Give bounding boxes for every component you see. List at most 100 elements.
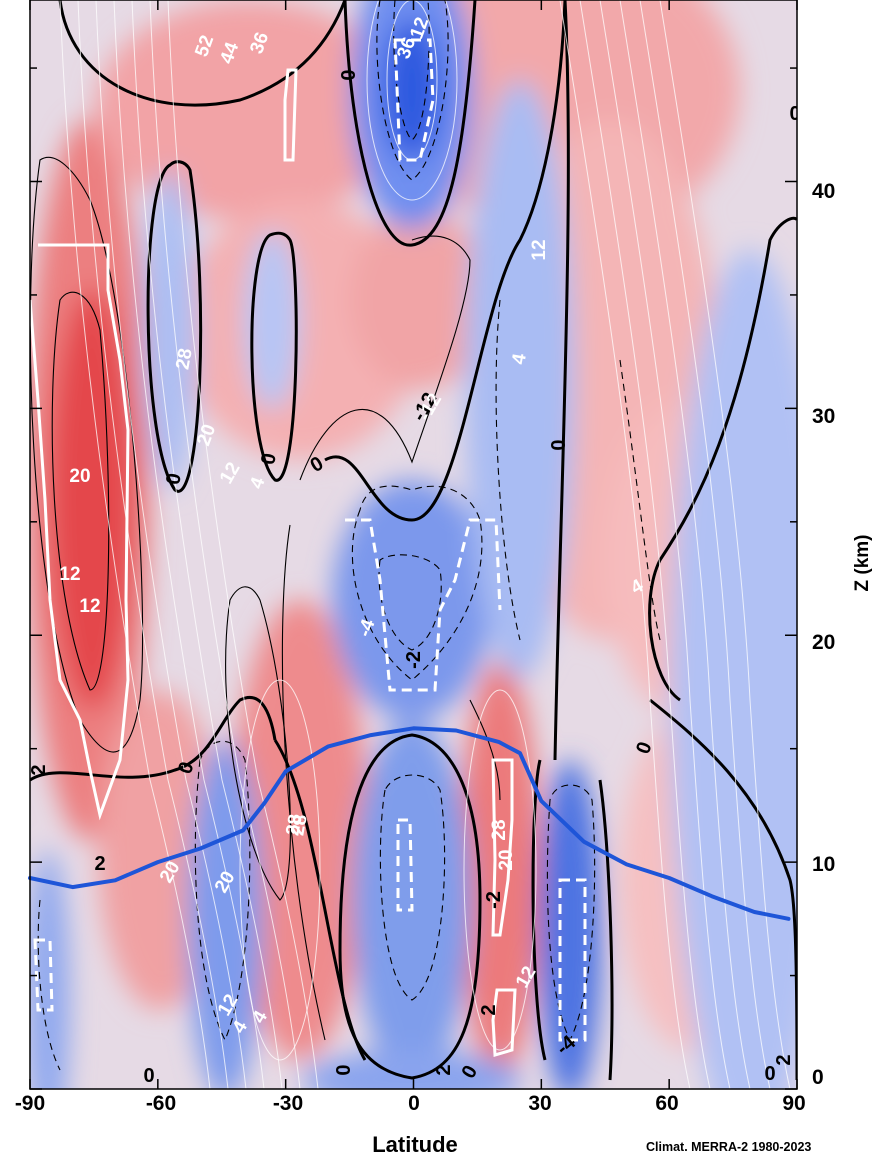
pos-cell-south-polar-core xyxy=(50,290,134,710)
significance-outlines xyxy=(30,38,587,1057)
positive-contour xyxy=(281,524,326,1041)
wind-contour xyxy=(77,0,229,1089)
x-axis-label: Latitude xyxy=(372,1132,458,1157)
negative-contour xyxy=(379,774,446,1001)
x-tick-label: 60 xyxy=(655,1092,679,1115)
positive-contour xyxy=(225,586,291,901)
contour-label-black: 2 xyxy=(478,1004,500,1015)
contour-label-black: 2 xyxy=(94,853,105,875)
zero-contour xyxy=(30,696,277,782)
contour-label-white: 28 xyxy=(287,813,311,837)
significance-outline xyxy=(491,988,517,1057)
y-tick-label: 40 xyxy=(812,180,836,203)
x-tick-label: -30 xyxy=(272,1092,304,1115)
neg-cell-eq-trop xyxy=(352,720,472,1080)
axis-ticks xyxy=(29,0,798,1090)
significance-outline xyxy=(491,758,514,937)
contour-label-white: 20 xyxy=(496,849,517,870)
positive-contour xyxy=(30,157,144,753)
zero-contour xyxy=(324,0,567,522)
contour-label-black: 0 xyxy=(764,1063,775,1085)
zero-contour xyxy=(338,733,482,1080)
contour-label-black: 2 xyxy=(773,1054,795,1065)
neg-cell-north-polar xyxy=(670,250,797,1089)
contour-label-black: 0 xyxy=(338,69,360,80)
significance-outline xyxy=(33,938,54,1012)
zero-contour xyxy=(648,216,797,702)
significance-outline xyxy=(30,243,130,821)
contour-label-white: 4 xyxy=(508,352,531,366)
wind-contour xyxy=(579,0,711,1089)
contour-label-black: -2 xyxy=(403,651,425,669)
contour-label-black: -2 xyxy=(483,891,505,909)
zero-contour xyxy=(250,231,298,482)
negative-contour xyxy=(194,740,251,1042)
contour-lines xyxy=(30,0,797,1089)
x-tick-label: -60 xyxy=(145,1092,177,1115)
x-tick-label: 90 xyxy=(782,1092,806,1115)
x-tick-label: 0 xyxy=(408,1092,420,1115)
pos-cell-upper-mid xyxy=(350,210,490,390)
negative-contour xyxy=(495,299,521,641)
y-tick-label: 0 xyxy=(812,1066,824,1089)
positive-contour xyxy=(51,291,110,691)
contour-label-white: 12 xyxy=(59,564,80,585)
pos-cell-north-trop xyxy=(460,660,540,1080)
y-axis-label: Z (km) xyxy=(852,534,873,592)
contour-label-black: 0 xyxy=(789,103,800,125)
wind-contour xyxy=(239,679,321,1061)
y-tick-label: 10 xyxy=(812,853,836,876)
zero-contour xyxy=(58,0,347,107)
significance-outline xyxy=(396,818,414,912)
contour-label-white: 12 xyxy=(529,239,550,260)
wind-contour xyxy=(639,0,771,1089)
contour-label-white: -4 xyxy=(354,616,380,639)
y-tick-label: 30 xyxy=(812,405,836,428)
significance-outline xyxy=(345,518,502,692)
contour-label-black: 0 xyxy=(162,472,186,487)
contour-label-white: 28 xyxy=(282,813,306,837)
zero-contour xyxy=(531,759,547,1061)
neg-cell-south-pole-low xyxy=(30,850,70,1089)
pos-cell-south-trop xyxy=(232,600,368,1060)
tropopause-line xyxy=(28,726,791,921)
significance-outline xyxy=(558,878,587,1042)
contour-label-black: 0 xyxy=(143,1065,154,1087)
positive-contour xyxy=(299,235,471,481)
contour-label-white: 28 xyxy=(172,347,196,371)
neg-cell-mid-eq xyxy=(332,480,492,720)
x-tick-label: -90 xyxy=(14,1092,46,1115)
zero-contour xyxy=(343,0,477,247)
contour-label-black: 2 xyxy=(28,764,50,775)
pos-cell-south-upper xyxy=(95,0,405,220)
wind-contour xyxy=(95,0,247,1089)
contour-label-black: 0 xyxy=(333,1064,355,1075)
wind-contour xyxy=(463,689,537,1051)
contour-label-black: 0 xyxy=(548,439,570,450)
negative-contour xyxy=(376,0,449,181)
zero-contour xyxy=(598,779,614,1081)
zero-contour xyxy=(553,0,570,761)
neg-cell-north-column xyxy=(465,80,575,680)
neg-cell-surface xyxy=(302,1050,522,1089)
contour-label-white: 12 xyxy=(79,596,100,617)
wind-contour xyxy=(659,0,791,1089)
y-tick-label: 20 xyxy=(812,631,836,654)
wind-contour xyxy=(366,0,458,201)
contour-label-black: 2 xyxy=(433,1064,455,1075)
neg-cell-south-b xyxy=(244,230,300,410)
negative-contour xyxy=(351,485,483,681)
significance-outline xyxy=(393,38,435,162)
zero-contour xyxy=(146,160,203,493)
wind-contour xyxy=(167,0,319,1089)
wind-contour xyxy=(559,0,691,1089)
contour-label-black: 0 xyxy=(257,452,281,467)
contour-label-white: 28 xyxy=(489,819,510,840)
wind-contour xyxy=(619,0,751,1089)
positive-contour xyxy=(469,699,501,801)
contour-label-white: 20 xyxy=(69,466,90,487)
negative-contour xyxy=(37,899,61,1071)
negative-contour xyxy=(393,0,430,141)
wind-contour xyxy=(131,0,283,1089)
